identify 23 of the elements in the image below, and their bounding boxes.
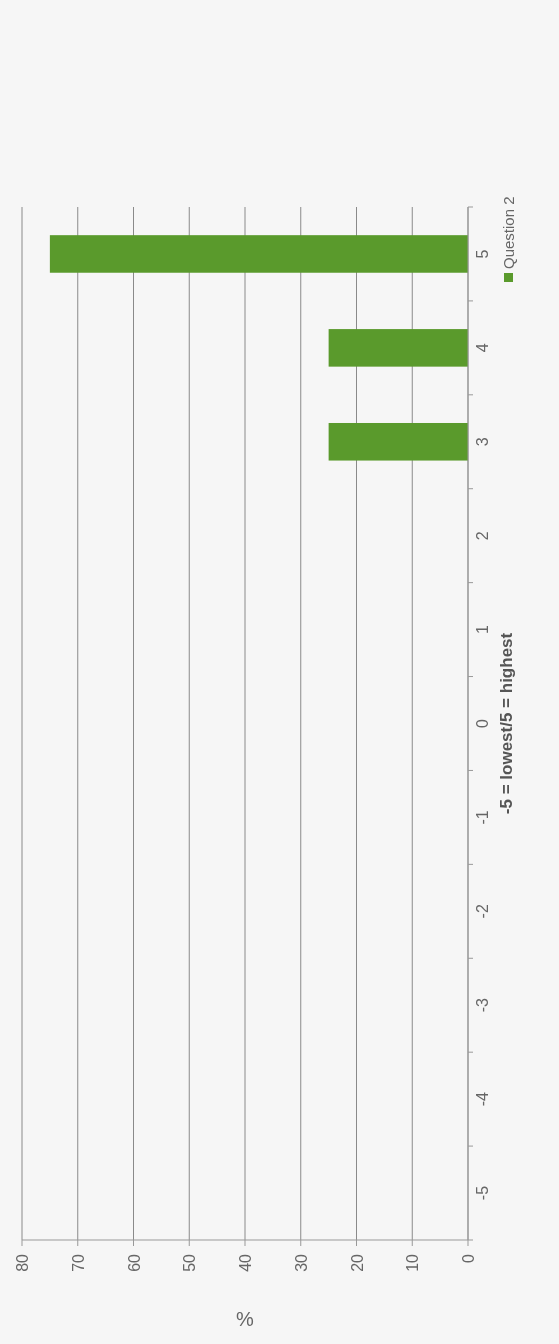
- y-tick-label: -3: [474, 998, 491, 1013]
- y-tick-label: -5: [474, 1185, 491, 1201]
- y-tick-label: 5: [474, 249, 491, 259]
- y-tick-label: 3: [474, 437, 491, 447]
- x-tick-label: 70: [69, 1253, 87, 1272]
- x-axis-title: %: [236, 1308, 255, 1330]
- x-tick-label: 10: [404, 1253, 422, 1272]
- y-tick-label: -2: [474, 904, 491, 919]
- text: Question 2: [500, 196, 517, 269]
- y-tick-label: 0: [474, 718, 491, 728]
- x-tick-label: 30: [292, 1253, 310, 1272]
- x-tick-label: 20: [348, 1253, 366, 1272]
- y-axis-title: -5 = lowest/5 = highest: [497, 632, 516, 815]
- x-tick-label: 60: [125, 1253, 143, 1272]
- x-tick-label: 50: [181, 1253, 199, 1272]
- y-tick-label: 2: [474, 531, 491, 541]
- x-tick-label: 40: [237, 1253, 254, 1272]
- y-tick-label: 1: [474, 625, 491, 635]
- y-tick-label: -1: [474, 810, 491, 825]
- x-tick-label: 0: [460, 1253, 477, 1263]
- y-tick-label: 4: [474, 343, 491, 353]
- y-tick-label: -4: [474, 1091, 491, 1107]
- x-tick-label: 80: [14, 1253, 31, 1272]
